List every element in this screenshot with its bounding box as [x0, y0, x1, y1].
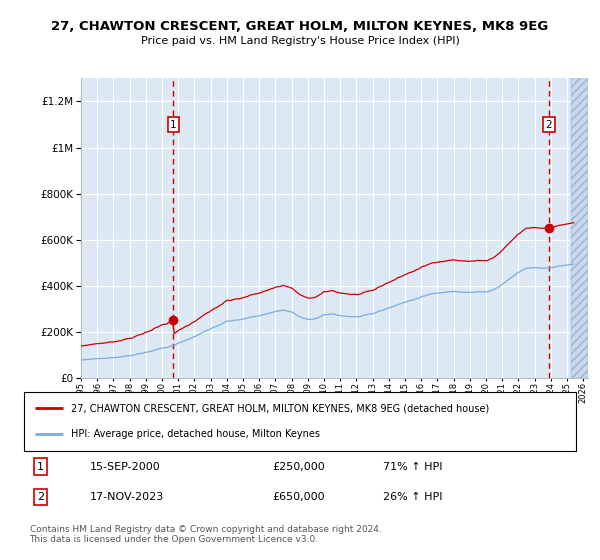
Bar [571, 78, 588, 378]
Text: HPI: Average price, detached house, Milton Keynes: HPI: Average price, detached house, Milt… [71, 430, 320, 440]
Text: 27, CHAWTON CRESCENT, GREAT HOLM, MILTON KEYNES, MK8 9EG (detached house): 27, CHAWTON CRESCENT, GREAT HOLM, MILTON… [71, 403, 489, 413]
Text: 1: 1 [37, 461, 44, 472]
Text: 2: 2 [545, 120, 552, 130]
Text: 26% ↑ HPI: 26% ↑ HPI [383, 492, 442, 502]
Text: 27, CHAWTON CRESCENT, GREAT HOLM, MILTON KEYNES, MK8 9EG: 27, CHAWTON CRESCENT, GREAT HOLM, MILTON… [52, 20, 548, 32]
Text: 2: 2 [37, 492, 44, 502]
Text: Price paid vs. HM Land Registry's House Price Index (HPI): Price paid vs. HM Land Registry's House … [140, 36, 460, 46]
Text: 1: 1 [170, 120, 177, 130]
Text: 15-SEP-2000: 15-SEP-2000 [90, 461, 161, 472]
Text: £250,000: £250,000 [272, 461, 325, 472]
Text: Contains HM Land Registry data © Crown copyright and database right 2024.
This d: Contains HM Land Registry data © Crown c… [29, 525, 381, 544]
Text: 17-NOV-2023: 17-NOV-2023 [90, 492, 164, 502]
Text: 71% ↑ HPI: 71% ↑ HPI [383, 461, 442, 472]
Text: £650,000: £650,000 [272, 492, 325, 502]
FancyBboxPatch shape [24, 392, 576, 451]
